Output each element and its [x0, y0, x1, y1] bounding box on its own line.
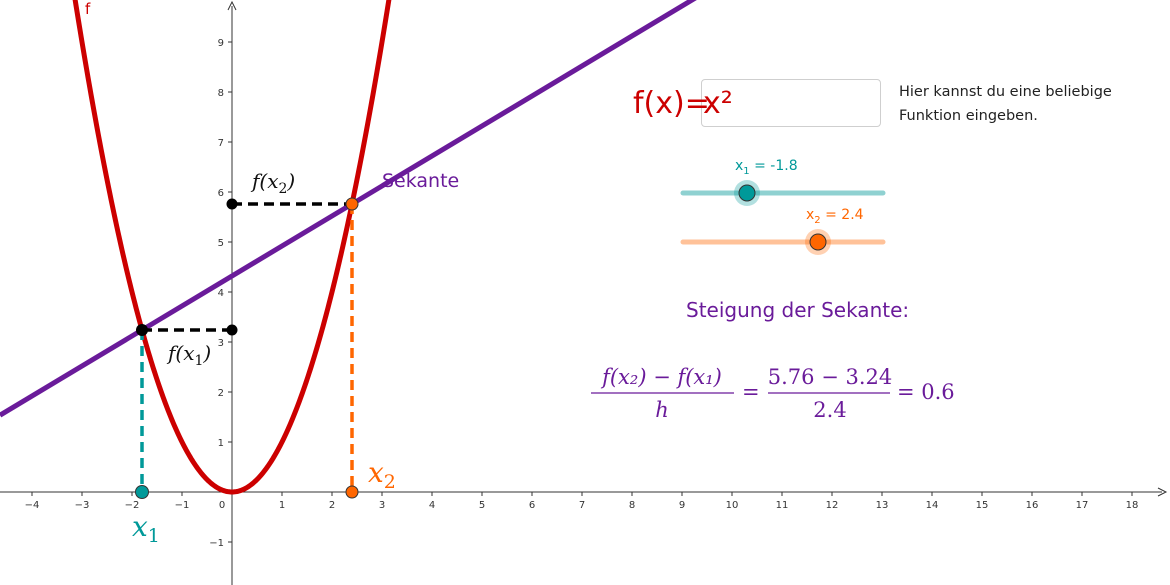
slope-formula: f(x₂) − f(x₁) h = 5.76 − 3.24 2.4 = 0.6: [591, 365, 955, 422]
y-tick-label: 5: [218, 238, 224, 249]
y-tick-label: 8: [218, 88, 224, 99]
x-tick-label: 10: [726, 500, 739, 511]
y-tick-label: 7: [218, 138, 224, 149]
y-tick-label: 6: [218, 188, 224, 199]
x-tick-label: 16: [1026, 500, 1039, 511]
function-graph[interactable]: [67, 0, 396, 495]
x-tick-label: −3: [75, 500, 90, 511]
x-tick-label: −1: [175, 500, 190, 511]
x-tick-label: −2: [125, 500, 140, 511]
x-tick-label: 14: [926, 500, 939, 511]
fx1-label: f(x1): [166, 341, 211, 369]
x2-label: x2: [368, 456, 396, 493]
slider-x2-caption: x2 = 2.4: [806, 207, 864, 226]
x-tick-label: 1: [279, 500, 285, 511]
point-a[interactable]: [136, 324, 148, 336]
svg-text:=: =: [742, 380, 760, 404]
x-tick-label: 3: [379, 500, 385, 511]
x-tick-label: 7: [579, 500, 585, 511]
x-tick-label: 17: [1076, 500, 1089, 511]
y-tick-label: −1: [209, 538, 224, 549]
svg-text:f(x₂) − f(x₁): f(x₂) − f(x₁): [600, 365, 722, 389]
x-tick-labels: −4 −3 −2 −1 0 1 2 3 4 5 6 7 8 9 10 11 12 13 14 15 16 17 18: [25, 492, 1139, 511]
fx2-axis-point: [226, 198, 238, 210]
slider-x1-handle[interactable]: [738, 184, 756, 202]
x-tick-label: −4: [25, 500, 40, 511]
x-tick-label: 8: [629, 500, 635, 511]
x-tick-label: 0: [219, 500, 225, 511]
y-tick-label: 1: [218, 438, 224, 449]
x1-axis-point[interactable]: [135, 485, 149, 499]
x-tick-label: 4: [429, 500, 435, 511]
function-input[interactable]: [701, 79, 881, 127]
x-tick-label: 2: [329, 500, 335, 511]
svg-text:h: h: [655, 398, 669, 422]
svg-text:2.4: 2.4: [813, 398, 846, 422]
function-input-label: f(x)=: [633, 86, 710, 121]
slider-x2-handle[interactable]: [809, 233, 827, 251]
x-tick-label: 15: [976, 500, 989, 511]
hint-line-1: Hier kannst du eine beliebige: [899, 84, 1112, 100]
svg-text:= 0.6: = 0.6: [897, 380, 955, 404]
fx1-axis-point: [226, 324, 238, 336]
x-tick-label: 9: [679, 500, 685, 511]
x1-label: x1: [132, 510, 160, 547]
y-axis-arrow: [227, 0, 237, 11]
x-tick-label: 11: [776, 500, 789, 511]
svg-text:5.76 − 3.24: 5.76 − 3.24: [768, 365, 892, 389]
slider-x1[interactable]: [680, 180, 886, 206]
y-tick-label: 4: [218, 288, 224, 299]
input-hint: Hier kannst du eine beliebige Funktion e…: [899, 80, 1139, 128]
secant-line[interactable]: [0, 0, 722, 418]
y-tick-label: 3: [218, 338, 224, 349]
hint-line-2: Funktion eingeben.: [899, 108, 1038, 124]
x-axis-arrow: [1157, 487, 1168, 497]
slider-x1-caption: x1 = -1.8: [735, 158, 798, 177]
fx2-label: f(x2): [250, 169, 295, 197]
x-tick-label: 6: [529, 500, 535, 511]
secant-label: Sekante: [382, 170, 460, 192]
x-tick-label: 5: [479, 500, 485, 511]
y-tick-label: 2: [218, 388, 224, 399]
y-tick-label: 9: [218, 38, 224, 49]
function-name-label: f: [85, 0, 91, 18]
slider-x2[interactable]: [680, 229, 886, 255]
y-tick-labels: 9 8 7 6 5 4 3 2 1 −1: [209, 38, 232, 549]
x2-axis-point[interactable]: [345, 485, 359, 499]
function-input-value[interactable]: x²: [703, 86, 733, 121]
slope-title: Steigung der Sekante:: [686, 298, 910, 322]
x-tick-label: 13: [876, 500, 889, 511]
x-tick-label: 12: [826, 500, 839, 511]
point-b[interactable]: [345, 197, 359, 211]
x-tick-label: 18: [1126, 500, 1139, 511]
